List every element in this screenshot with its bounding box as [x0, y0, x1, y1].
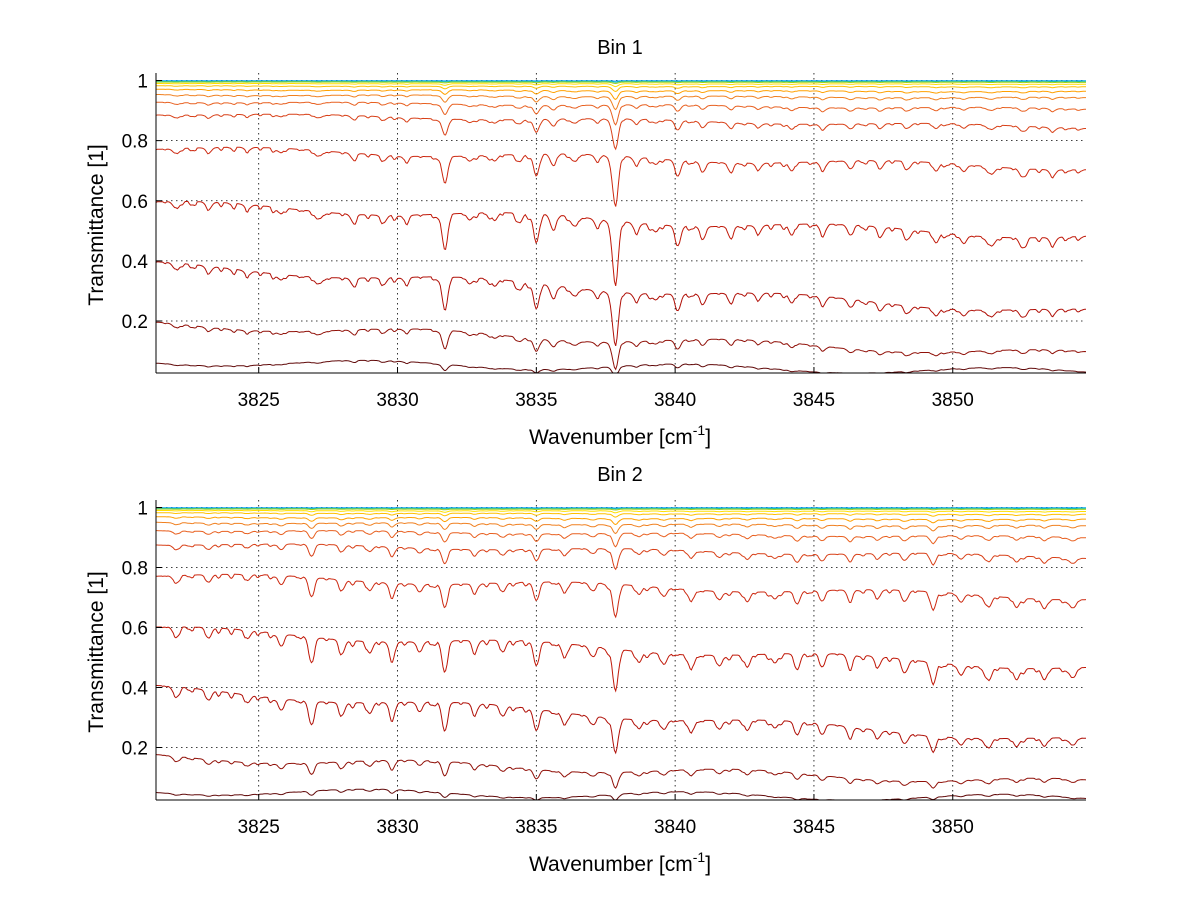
series-line — [156, 521, 1086, 535]
plot-area — [156, 500, 1086, 800]
series-line — [155, 201, 1087, 287]
x-tick-label: 3825 — [238, 390, 280, 411]
series-line — [155, 754, 1087, 789]
panel-bin-1: Bin 1 Wavenumber [cm-1] Transmittance [1… — [85, 37, 1087, 449]
series-line — [155, 101, 1086, 126]
x-tick-label: 3850 — [932, 817, 974, 838]
series-line — [155, 626, 1086, 693]
y-tick-label: 1 — [137, 499, 148, 520]
x-tick-label: 3825 — [238, 817, 280, 838]
series-line — [155, 321, 1087, 371]
series-line — [156, 512, 1086, 518]
y-tick-label: 0.4 — [122, 252, 149, 273]
x-tick-label: 3845 — [793, 390, 835, 411]
y-tick-label: 0.2 — [122, 312, 148, 333]
x-axis-label-close: ] — [705, 426, 711, 449]
series-line — [156, 543, 1087, 571]
x-axis-label-close: ] — [705, 853, 711, 876]
y-tick-label: 0.8 — [122, 559, 148, 580]
series-line — [155, 113, 1086, 151]
series-line — [156, 530, 1087, 548]
series-line — [156, 81, 1086, 85]
series-line — [156, 359, 1087, 374]
x-axis-label: Wavenumber [cm-1] — [529, 849, 711, 876]
y-axis-label: Transmittance [1] — [85, 571, 108, 732]
series-line — [156, 508, 1086, 511]
y-axis-label: Transmittance [1] — [85, 144, 108, 305]
x-axis-label-main: Wavenumber [cm — [529, 426, 693, 449]
series-line — [155, 83, 1086, 88]
x-tick-label: 3835 — [515, 817, 557, 838]
x-tick-label: 3840 — [654, 390, 696, 411]
x-tick-label: 3830 — [376, 817, 418, 838]
y-tick-label: 0.6 — [122, 192, 148, 213]
plot-area — [156, 73, 1086, 373]
x-tick-label: 3835 — [515, 390, 557, 411]
panel-title: Bin 1 — [597, 37, 643, 59]
x-axis-label-main: Wavenumber [cm — [529, 853, 693, 876]
series-line — [155, 788, 1087, 801]
x-tick-label: 3850 — [932, 390, 974, 411]
x-tick-label: 3830 — [376, 390, 418, 411]
series-line — [156, 510, 1086, 514]
x-tick-label: 3840 — [654, 817, 696, 838]
x-axis-label-sup: -1 — [693, 849, 706, 865]
panel-title: Bin 2 — [597, 464, 643, 486]
x-axis-label: Wavenumber [cm-1] — [529, 422, 711, 449]
y-tick-label: 0.6 — [122, 619, 148, 640]
y-tick-label: 0.4 — [122, 679, 149, 700]
panel-bin-2: Bin 2 Wavenumber [cm-1] Transmittance [1… — [85, 464, 1087, 876]
series-line — [155, 684, 1086, 755]
series-line — [156, 507, 1086, 510]
y-tick-label: 0.2 — [122, 739, 148, 760]
series-line — [156, 573, 1087, 619]
series-line — [155, 80, 1086, 83]
series-line — [155, 94, 1086, 111]
x-axis-label-sup: -1 — [693, 422, 706, 438]
y-tick-label: 0.8 — [122, 132, 148, 153]
series-line — [155, 261, 1086, 347]
series-line — [156, 516, 1086, 526]
y-tick-label: 1 — [137, 72, 148, 93]
series-line — [155, 88, 1086, 100]
series-line — [156, 85, 1086, 93]
series-line — [155, 146, 1086, 207]
x-tick-label: 3845 — [793, 817, 835, 838]
